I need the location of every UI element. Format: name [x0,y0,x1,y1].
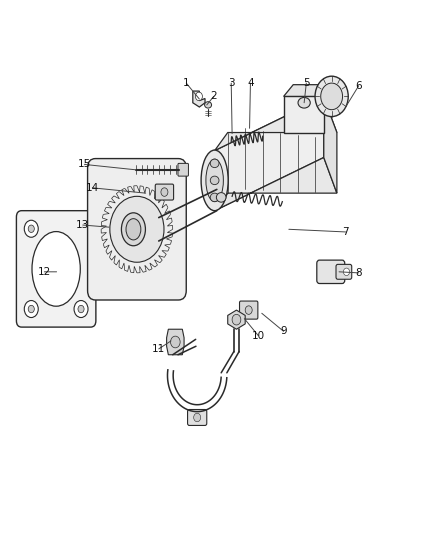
Circle shape [194,413,201,422]
Polygon shape [215,98,337,151]
FancyBboxPatch shape [187,409,207,425]
FancyBboxPatch shape [88,159,186,300]
Circle shape [78,305,84,313]
Text: 10: 10 [252,330,265,341]
Circle shape [28,305,34,313]
Text: 1: 1 [183,78,190,88]
Text: 11: 11 [152,344,166,354]
Text: 5: 5 [303,78,310,88]
Circle shape [245,306,252,314]
Ellipse shape [205,102,212,108]
Ellipse shape [210,176,219,184]
Circle shape [321,83,343,110]
Text: 4: 4 [247,78,254,88]
Circle shape [343,268,350,276]
Circle shape [161,188,168,196]
Circle shape [232,314,241,325]
Text: 3: 3 [228,78,234,88]
Ellipse shape [201,150,228,211]
Circle shape [195,92,202,101]
Text: 15: 15 [78,159,91,169]
Text: 9: 9 [280,326,287,336]
FancyBboxPatch shape [240,301,258,319]
Ellipse shape [121,213,145,246]
Text: 8: 8 [355,268,362,278]
Circle shape [315,76,348,117]
Circle shape [28,225,34,232]
Polygon shape [193,91,205,107]
Polygon shape [215,158,337,211]
Text: 13: 13 [76,220,89,230]
Text: 12: 12 [38,267,51,277]
Polygon shape [166,329,184,355]
FancyBboxPatch shape [336,264,352,279]
Circle shape [24,220,38,237]
Ellipse shape [210,159,219,167]
FancyBboxPatch shape [317,260,345,284]
Text: 6: 6 [355,81,362,91]
Text: 7: 7 [343,227,349,237]
Ellipse shape [216,192,226,202]
Polygon shape [284,96,324,133]
Polygon shape [228,310,245,329]
Ellipse shape [32,231,80,306]
Circle shape [24,301,38,318]
Ellipse shape [126,219,141,240]
Text: 2: 2 [210,91,217,101]
Circle shape [170,336,180,348]
FancyBboxPatch shape [155,184,173,200]
Ellipse shape [206,159,223,201]
FancyBboxPatch shape [16,211,96,327]
Polygon shape [324,98,337,193]
FancyBboxPatch shape [178,164,188,176]
Circle shape [74,301,88,318]
Text: 14: 14 [86,183,99,193]
Polygon shape [215,98,324,211]
Ellipse shape [298,98,310,108]
Circle shape [110,196,164,262]
Polygon shape [284,85,332,96]
Ellipse shape [210,193,219,201]
